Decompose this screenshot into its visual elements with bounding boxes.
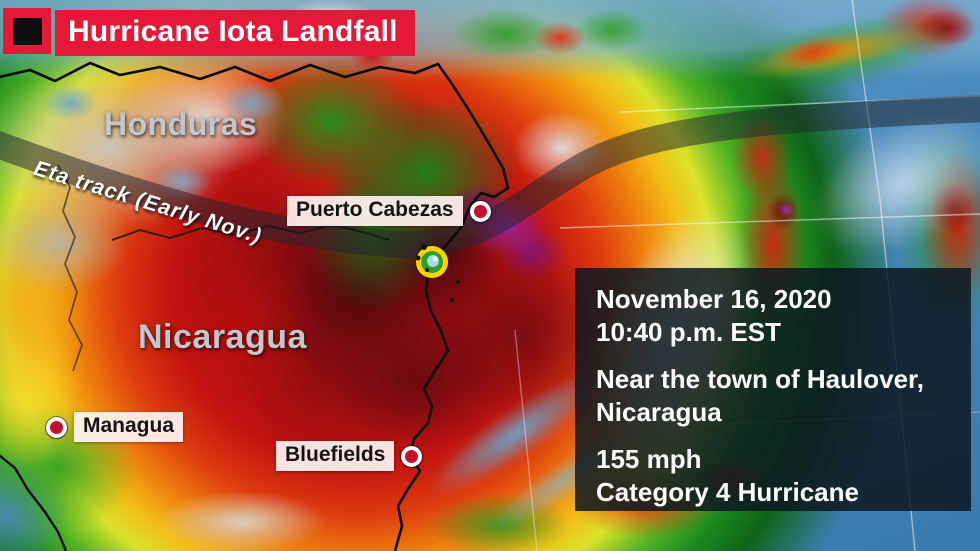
region-label-honduras: Honduras bbox=[104, 106, 258, 142]
west-border-line bbox=[57, 164, 83, 372]
info-date: November 16, 2020 bbox=[596, 284, 832, 314]
info-time: 10:40 p.m. EST bbox=[596, 317, 781, 347]
network-logo bbox=[3, 8, 51, 54]
info-intensity: 155 mph Category 4 Hurricane bbox=[596, 443, 961, 509]
eta-track-band bbox=[0, 95, 980, 258]
border-line bbox=[111, 223, 391, 241]
logo-square-icon bbox=[12, 17, 42, 45]
city-label: Managua bbox=[74, 412, 184, 442]
info-datetime: November 16, 2020 10:40 p.m. EST bbox=[596, 283, 961, 349]
title-banner: Hurricane Iota Landfall bbox=[55, 10, 415, 56]
info-location: Near the town of Haulover, Nicaragua bbox=[596, 363, 961, 429]
region-label-nicaragua: Nicaragua bbox=[138, 318, 307, 356]
city-dot-icon bbox=[46, 416, 67, 438]
storm-info-box: November 16, 2020 10:40 p.m. EST Near th… bbox=[575, 268, 971, 511]
hurricane-eye bbox=[415, 244, 448, 278]
caribbean-coastline bbox=[0, 61, 510, 551]
city-label: Bluefields bbox=[276, 441, 395, 471]
pacific-coastline bbox=[0, 454, 68, 551]
info-windspeed: 155 mph bbox=[596, 444, 702, 474]
city-dot-icon bbox=[469, 200, 491, 222]
info-location-line2: Nicaragua bbox=[596, 397, 722, 427]
city-dot-icon bbox=[401, 445, 423, 467]
city-marker-bluefields: Bluefields bbox=[276, 441, 423, 471]
info-category: Category 4 Hurricane bbox=[596, 477, 859, 507]
island-dot bbox=[450, 298, 454, 302]
island-dot bbox=[456, 280, 460, 284]
city-marker-puerto-cabezas: Puerto Cabezas bbox=[287, 196, 491, 226]
page-title: Hurricane Iota Landfall bbox=[68, 14, 398, 48]
info-location-line1: Near the town of Haulover, bbox=[596, 364, 924, 394]
city-marker-managua: Managua bbox=[46, 412, 184, 442]
city-label: Puerto Cabezas bbox=[287, 196, 463, 226]
